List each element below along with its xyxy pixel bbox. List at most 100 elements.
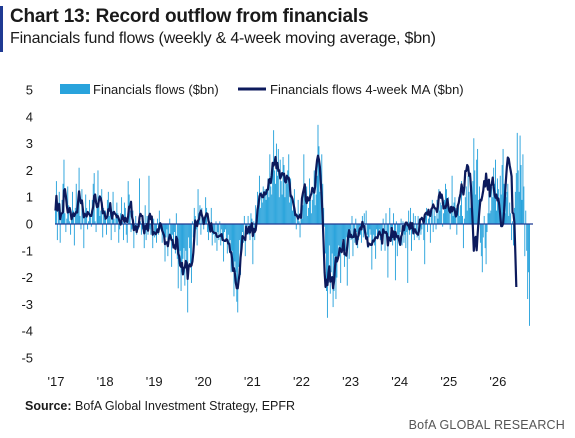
bar [130, 224, 132, 233]
bar [103, 207, 105, 224]
bar [110, 224, 112, 241]
bar [181, 224, 183, 273]
bar [301, 218, 303, 224]
bar [336, 224, 338, 278]
bar [261, 202, 263, 224]
bar [472, 181, 474, 224]
bar [412, 213, 414, 224]
bar-series [55, 124, 530, 326]
bar [474, 170, 476, 224]
bar [398, 224, 400, 241]
bar [252, 224, 254, 265]
bar [457, 210, 459, 224]
bar [502, 148, 504, 224]
bar [193, 207, 195, 224]
bar [219, 221, 221, 224]
bar [475, 194, 477, 224]
bar [75, 183, 77, 224]
bar [514, 191, 516, 224]
bar [114, 224, 116, 233]
bar [155, 224, 157, 233]
bar [288, 154, 290, 224]
bar [56, 224, 58, 241]
bar [452, 215, 454, 224]
bar [269, 154, 271, 224]
bar [158, 210, 160, 224]
bar [100, 210, 102, 224]
bar [222, 224, 224, 238]
y-tick-label: 1 [26, 190, 33, 205]
bar [70, 224, 72, 235]
bar [328, 224, 330, 246]
bar [239, 224, 241, 241]
bar [172, 224, 174, 235]
bar [373, 224, 375, 235]
y-axis: 5 4 3 2 1 0 -1 -2 -3 -4 -5 [21, 83, 33, 366]
bar [229, 224, 231, 241]
bar [302, 205, 304, 224]
bar [259, 207, 261, 224]
bar [408, 210, 410, 224]
bar [432, 224, 434, 233]
bar [186, 224, 188, 267]
bar [309, 178, 310, 224]
bar [148, 175, 150, 224]
bar [405, 224, 407, 249]
bar [150, 224, 152, 235]
bar [306, 186, 308, 224]
bar [57, 202, 59, 224]
bar [458, 197, 460, 224]
bar [451, 175, 453, 224]
bar [135, 215, 137, 224]
bar [456, 224, 458, 235]
bar [317, 124, 319, 224]
bar [139, 178, 140, 224]
bar [410, 207, 412, 224]
bar [168, 224, 170, 235]
bar [371, 224, 373, 270]
x-tick-label: '19 [146, 374, 163, 389]
bar [476, 159, 478, 224]
bar [246, 224, 248, 227]
bar [89, 215, 91, 224]
bar [508, 215, 510, 224]
bar [133, 224, 135, 249]
bar [118, 224, 120, 243]
x-tick-label: '20 [195, 374, 212, 389]
title-accent-bar [0, 6, 3, 52]
bar [280, 181, 282, 224]
bar [95, 224, 97, 233]
bar [356, 224, 358, 233]
bar [104, 218, 106, 224]
bar [507, 183, 509, 224]
bar [207, 224, 209, 241]
y-tick-label: -1 [21, 243, 33, 258]
bar [483, 215, 485, 224]
bar [251, 218, 253, 224]
chart-subtitle: Financials fund flows (weekly & 4-week m… [10, 30, 436, 47]
y-tick-label: -2 [21, 270, 33, 285]
bar [210, 207, 212, 224]
bar [407, 224, 409, 283]
bar [162, 224, 164, 233]
bar [152, 224, 154, 249]
bar [416, 224, 418, 238]
bar [113, 218, 115, 224]
bar [506, 191, 508, 224]
bar [327, 224, 329, 283]
bar [316, 175, 318, 224]
bar [68, 205, 70, 224]
bar [318, 146, 320, 224]
bar [367, 224, 369, 249]
bar [69, 221, 71, 224]
bar [355, 218, 357, 224]
bar [426, 207, 428, 224]
bar [190, 224, 191, 267]
bar [170, 224, 172, 241]
bar [119, 224, 121, 230]
bar [492, 197, 494, 224]
bar [278, 197, 280, 224]
bar [375, 224, 377, 259]
bar [224, 224, 226, 230]
bar [165, 224, 167, 238]
